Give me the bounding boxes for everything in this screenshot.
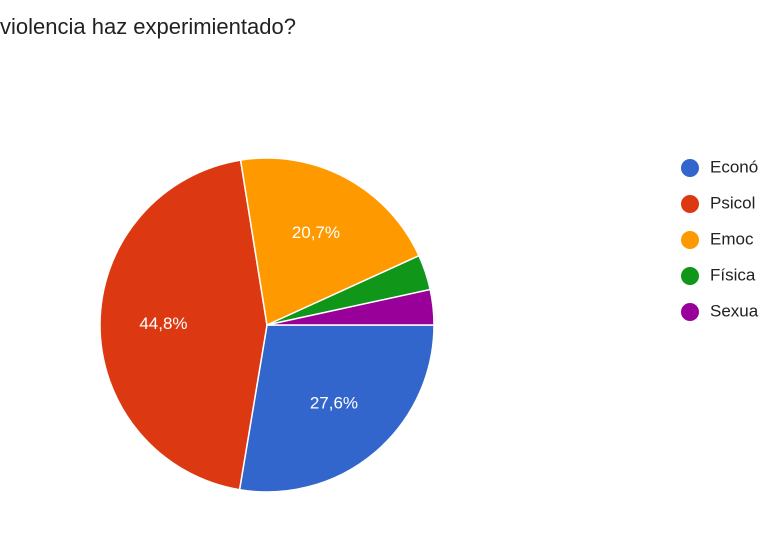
slice-label: 27,6% [310,393,358,412]
legend-label: Econó [710,157,758,176]
pie-slice [99,159,268,491]
legend-marker [681,159,699,177]
legend-marker [681,231,699,249]
slice-label: 44,8% [139,314,187,333]
legend-label: Psicol [710,193,755,212]
pie-slice [238,324,435,493]
legend-label: Sexua [710,301,759,320]
legend-label: Física [710,265,756,284]
chart-title: violencia haz experimientado? [0,14,296,39]
legend-marker [681,267,699,285]
slice-label: 20,7% [292,223,340,242]
pie-slice [239,157,420,327]
legend-marker [681,303,699,321]
pie-slice [266,288,435,326]
legend-label: Emoc [710,229,754,248]
legend-marker [681,195,699,213]
